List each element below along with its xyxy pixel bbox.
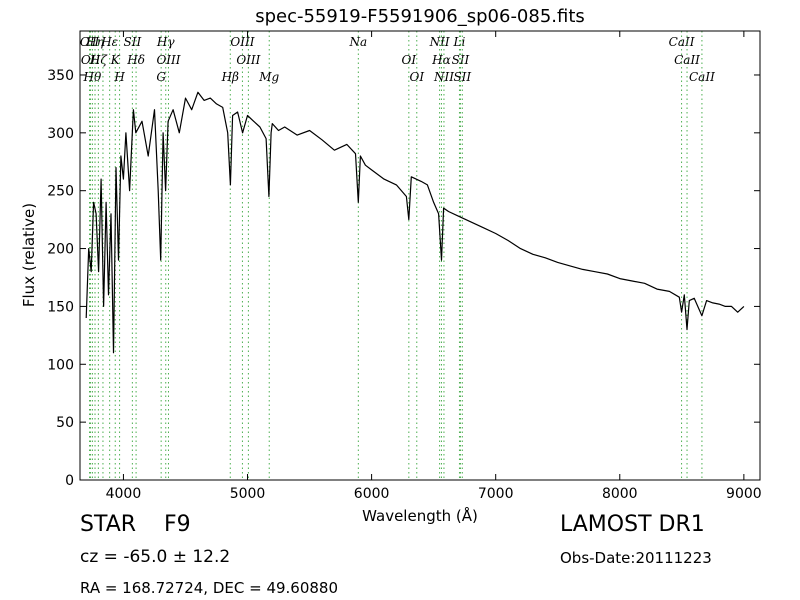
plot-frame — [79, 30, 761, 481]
line-marker-label: OIII — [156, 53, 180, 67]
y-tick-label: 100 — [47, 357, 74, 373]
line-marker-label: G — [156, 70, 166, 84]
line-marker-label: OI — [409, 70, 424, 84]
line-marker-label: Na — [349, 35, 368, 49]
y-tick-label: 0 — [65, 473, 74, 489]
x-tick-label: 7000 — [478, 486, 514, 502]
emission-line-markers: OIIOIIHθHηHζHεKHSIIHδGHγOIIIHβOIIIOIIIMg… — [80, 31, 715, 480]
line-marker-label: Hζ — [89, 53, 108, 67]
y-tick-label: 300 — [47, 126, 74, 142]
line-marker-label: Li — [453, 35, 466, 49]
x-tick-label: 4000 — [106, 486, 142, 502]
line-marker-label: OI — [402, 53, 417, 67]
chart-title: spec-55919-F5591906_sp06-085.fits — [255, 6, 585, 27]
x-axis-ticks: 4000 5000 6000 7000 8000 9000 — [106, 31, 762, 502]
ra-dec-coordinates: RA = 168.72724, DEC = 49.60880 — [80, 579, 339, 597]
line-marker-label: K — [110, 53, 121, 67]
line-marker-label: CaII — [674, 53, 700, 67]
line-marker-label: Hε — [100, 35, 118, 49]
line-marker-label: NII — [433, 70, 454, 84]
x-tick-label: 9000 — [726, 486, 762, 502]
line-marker-label: Hθ — [83, 70, 102, 84]
x-axis-label: Wavelength (Å) — [362, 506, 478, 525]
y-tick-label: 350 — [47, 68, 74, 84]
line-marker-label: SII — [124, 35, 142, 49]
line-marker-label: OIII — [230, 35, 254, 49]
line-marker-label: OII — [81, 53, 101, 67]
line-marker-label: Hα — [431, 53, 451, 67]
line-marker-label: Mg — [258, 70, 279, 84]
spectrum-series — [85, 91, 745, 354]
spectrum-line — [85, 91, 745, 354]
object-class: STAR F9 — [80, 512, 191, 537]
redshift-cz: cz = -65.0 ± 12.2 — [80, 547, 231, 567]
x-tick-label: 8000 — [602, 486, 638, 502]
observation-date: Obs-Date:20111223 — [560, 549, 712, 567]
line-marker-label: SII — [452, 53, 470, 67]
x-tick-label: 6000 — [354, 486, 390, 502]
y-tick-label: 150 — [47, 299, 74, 315]
line-marker-label: OIII — [236, 53, 260, 67]
y-tick-label: 200 — [47, 242, 74, 258]
y-axis-ticks: 0 50 100 150 200 250 300 350 — [47, 68, 760, 489]
line-marker-label: NII — [429, 35, 450, 49]
survey-name: LAMOST DR1 — [560, 512, 705, 537]
line-marker-label: CaII — [669, 35, 695, 49]
y-axis-label: Flux (relative) — [20, 203, 38, 307]
line-marker-label: Hδ — [126, 53, 145, 67]
line-marker-label: Hβ — [221, 70, 239, 84]
line-marker-label: H — [113, 70, 125, 84]
x-tick-label: 5000 — [230, 486, 266, 502]
line-marker-label: Hγ — [156, 35, 175, 49]
line-marker-label: SII — [453, 70, 471, 84]
line-marker-label: CaII — [689, 70, 715, 84]
y-tick-label: 50 — [56, 415, 74, 431]
line-marker-label: Hη — [85, 35, 104, 49]
y-tick-label: 250 — [47, 184, 74, 200]
